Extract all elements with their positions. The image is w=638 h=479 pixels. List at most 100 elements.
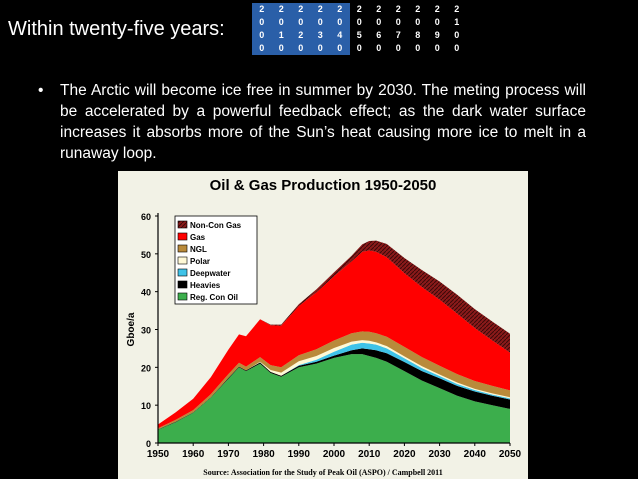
x-tick-label: 2050	[499, 449, 522, 460]
x-tick-label: 2030	[428, 449, 451, 460]
chart-figure: Oil & Gas Production 1950-2050 0 10 20 30 40…	[118, 171, 528, 479]
legend-swatch	[177, 268, 188, 277]
timeline-digit: 1	[454, 17, 460, 27]
legend-label: Deepwater	[190, 269, 230, 278]
timeline-year-10: 2 1 0 0	[447, 3, 467, 55]
timeline-digit: 2	[317, 4, 323, 14]
timeline-digit: 9	[434, 30, 440, 40]
x-tick-label: 1960	[182, 449, 205, 460]
y-tick-label: 30	[141, 326, 151, 336]
timeline-digit: 5	[356, 30, 362, 40]
legend-swatch	[177, 244, 188, 253]
x-tick-label: 1990	[288, 449, 311, 460]
area-reg-con-oil	[158, 354, 510, 443]
chart-title: Oil & Gas Production 1950-2050	[209, 177, 437, 194]
timeline-digit: 0	[278, 43, 284, 53]
legend-label: Gas	[190, 233, 206, 242]
legend-swatch	[177, 220, 188, 229]
y-tick-label: 0	[146, 439, 151, 449]
timeline-digit: 0	[278, 17, 284, 27]
legend-box	[174, 215, 258, 305]
timeline-digit: 0	[259, 30, 265, 40]
timeline-digit: 0	[434, 17, 440, 27]
timeline-digit: 0	[259, 17, 265, 27]
timeline-digit: 0	[298, 17, 304, 27]
area-gas	[158, 250, 510, 429]
timeline-digit: 0	[337, 17, 343, 27]
area-non-con-gas	[158, 240, 510, 425]
y-tick-label: 20	[141, 363, 151, 373]
y-tick-label: 60	[141, 212, 151, 222]
legend-label: Reg. Con Oil	[190, 293, 238, 302]
legend-swatch	[177, 232, 188, 241]
x-tick-label: 1950	[147, 449, 170, 460]
timeline-digit: 0	[317, 43, 323, 53]
timeline-digit: 2	[454, 4, 460, 14]
timeline-digit: 2	[337, 4, 343, 14]
x-tick-label: 2010	[358, 449, 381, 460]
x-tick-label: 2040	[464, 449, 487, 460]
timeline-digit: 0	[376, 17, 382, 27]
timeline-digit: 2	[376, 4, 382, 14]
timeline-digit: 2	[259, 4, 265, 14]
legend-label: Heavies	[190, 281, 221, 290]
x-tick-label: 2000	[323, 449, 346, 460]
timeline-digit: 2	[298, 4, 304, 14]
timeline-digit: 6	[376, 30, 382, 40]
x-tick-label: 1970	[217, 449, 240, 460]
legend-swatch	[177, 280, 188, 289]
timeline-digit: 8	[415, 30, 421, 40]
timeline-digit: 0	[298, 43, 304, 53]
timeline-digit: 1	[278, 30, 284, 40]
y-tick-label: 40	[141, 288, 151, 298]
timeline-digit: 0	[454, 30, 460, 40]
timeline-digit: 2	[415, 4, 421, 14]
bullet-point: • The Arctic will become ice free in sum…	[38, 80, 586, 164]
timeline-digit: 7	[395, 30, 401, 40]
timeline-digit: 3	[317, 30, 323, 40]
legend-label: Polar	[190, 257, 210, 266]
timeline-digit: 2	[298, 30, 304, 40]
slide-heading: Within twenty-five years:	[8, 18, 225, 40]
timeline-digit: 0	[434, 43, 440, 53]
timeline-digit: 2	[434, 4, 440, 14]
timeline-digit: 0	[356, 43, 362, 53]
timeline-digit: 2	[278, 4, 284, 14]
timeline-digit: 0	[376, 43, 382, 53]
y-tick-label: 50	[141, 250, 151, 260]
timeline-digit: 0	[395, 17, 401, 27]
chart-source: Source: Association for the Study of Pea…	[203, 468, 443, 477]
y-tick-label: 10	[141, 401, 151, 411]
timeline-digit: 2	[395, 4, 401, 14]
timeline-digit: 2	[356, 4, 362, 14]
timeline-digit: 0	[356, 17, 362, 27]
timeline-digit: 0	[415, 17, 421, 27]
bullet-text: The Arctic will become ice free in summe…	[60, 82, 586, 162]
y-axis-label: Gboe/a	[126, 312, 137, 346]
timeline-digit: 0	[415, 43, 421, 53]
timeline-digit: 0	[317, 17, 323, 27]
x-tick-label: 2020	[393, 449, 416, 460]
timeline-digit: 0	[259, 43, 265, 53]
legend-label: NGL	[190, 245, 207, 254]
legend-label: Non-Con Gas	[190, 221, 242, 230]
bullet-marker: •	[38, 82, 44, 99]
legend-swatch	[177, 292, 188, 301]
timeline-digit: 0	[337, 43, 343, 53]
legend-swatch	[177, 256, 188, 265]
timeline-digit: 4	[337, 30, 343, 40]
timeline-digit: 0	[454, 43, 460, 53]
x-tick-label: 1980	[252, 449, 275, 460]
